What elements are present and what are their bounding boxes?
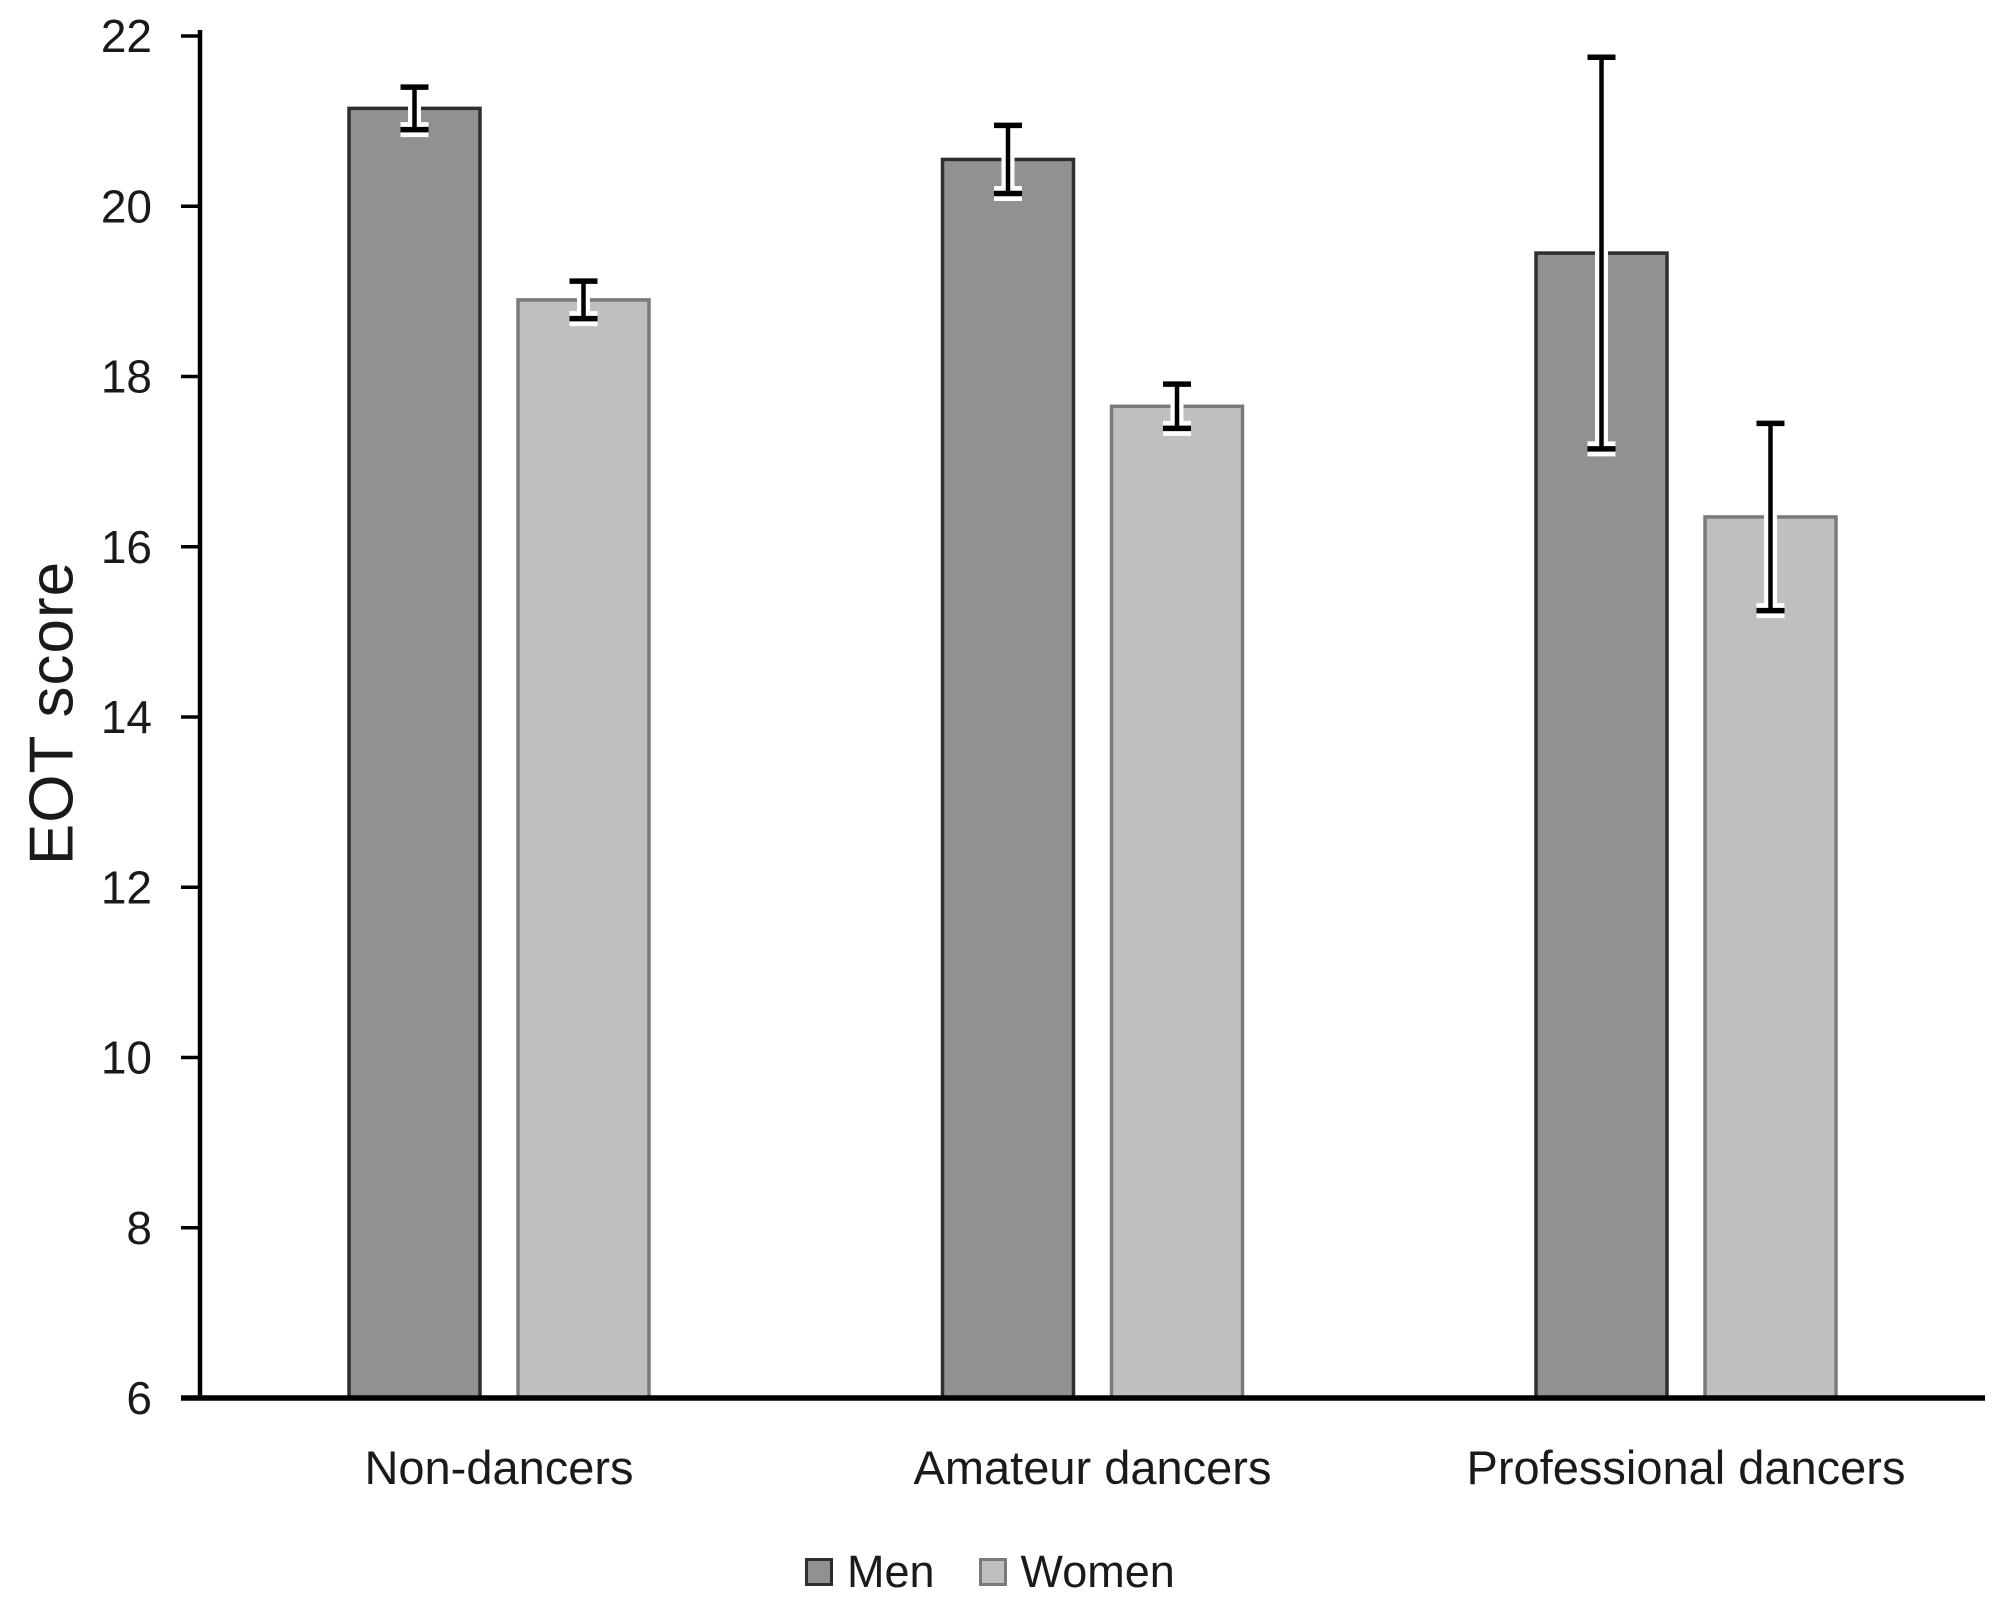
y-axis-tick-label: 20 [101,180,152,232]
y-axis-tick-label: 14 [101,691,152,743]
legend-swatch-women-icon [978,1557,1007,1586]
legend-label-men: Men [847,1546,935,1597]
legend-label-women: Women [1020,1546,1175,1597]
bar-men-0 [347,106,482,1400]
y-axis-tick-label: 18 [101,351,152,403]
bar-women-0 [516,298,651,1400]
y-axis-tick-label: 8 [126,1202,152,1254]
y-axis-title: EOT score [17,560,87,866]
category-label-professional-dancers: Professional dancers [1466,1441,1906,1494]
y-axis-tick-label: 16 [101,521,152,573]
legend-item-men: Men [805,1549,935,1594]
y-axis-tick-label: 10 [101,1032,152,1084]
legend-swatch-men-icon [805,1557,833,1586]
legend-item-women: Women [978,1546,1175,1597]
y-axis-tick-label: 12 [101,861,152,913]
legend: Men Women [805,1549,1175,1594]
category-label-non-dancers: Non-dancers [364,1441,634,1494]
bar-men-1 [940,157,1076,1400]
bar-women-2 [1703,515,1838,1400]
bar-women-1 [1109,404,1245,1400]
y-axis-tick-label: 6 [126,1372,152,1424]
category-label-amateur-dancers: Amateur dancers [913,1441,1272,1494]
y-axis-tick-label: 22 [101,10,152,62]
